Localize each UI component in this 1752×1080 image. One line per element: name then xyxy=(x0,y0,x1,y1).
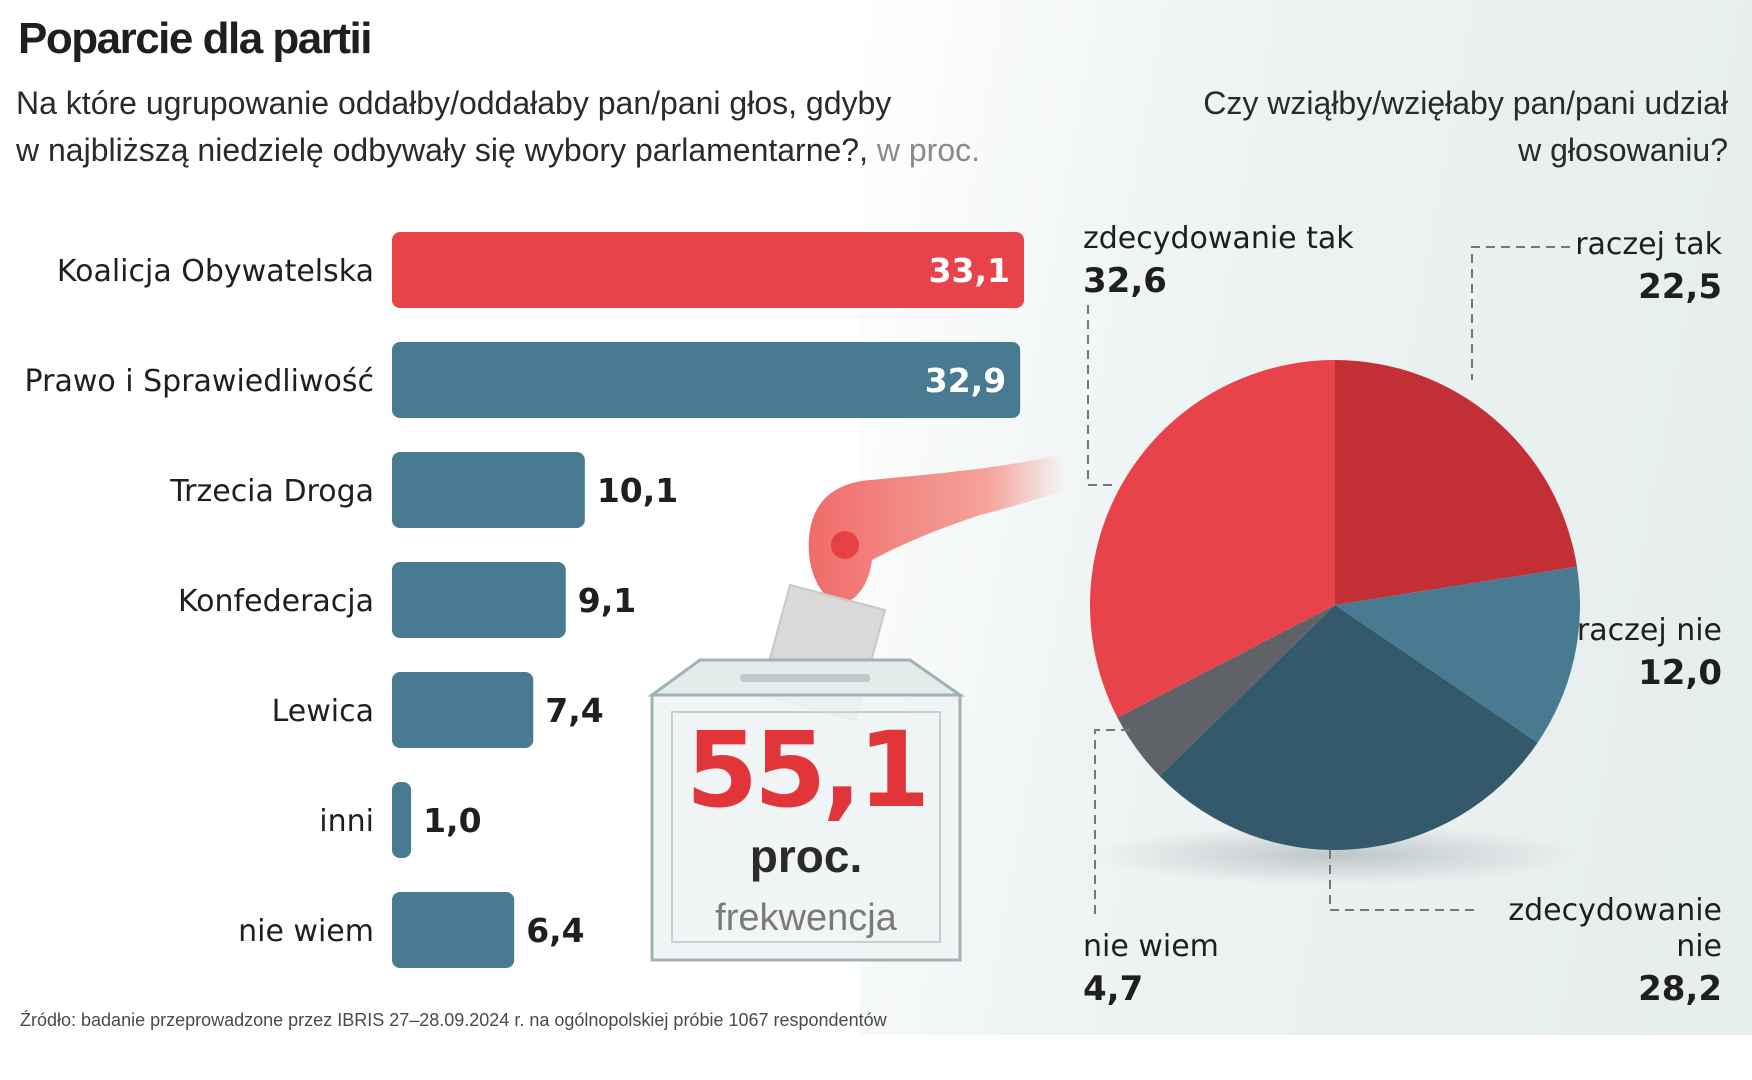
turnout-label: frekwencja xyxy=(715,897,897,939)
pie-slice-raczej-nie xyxy=(1335,566,1580,743)
category-label-trzecia-droga: Trzecia Droga xyxy=(169,474,374,509)
value-label-prawo-i-sprawiedliwosc: 32,9 xyxy=(925,361,1006,400)
bar-inni xyxy=(392,782,412,858)
hand-shape xyxy=(808,455,1065,603)
category-label-koalicja-obywatelska: Koalicja Obywatelska xyxy=(57,254,374,289)
pie-chart-question: Czy wziąłby/wzięłaby pan/pani udział w g… xyxy=(1088,80,1728,174)
bar-konfederacja xyxy=(392,562,566,638)
pie-label-raczej-tak: raczej tak xyxy=(1575,227,1722,262)
unit-label: w proc. xyxy=(876,132,981,168)
question-line-1: Na które ugrupowanie oddałby/oddałaby pa… xyxy=(16,85,892,121)
pie-label-zdecydowanie-tak: zdecydowanie tak xyxy=(1083,221,1354,256)
bar-chart: Koalicja Obywatelska 33,1 Prawo i Sprawied… xyxy=(25,232,1024,968)
leader-nie-wiem xyxy=(1094,729,1130,920)
pie-value-zdecydowanie-nie: 28,2 xyxy=(1638,969,1722,1009)
question-line-2: w najbliższą niedzielę odbywały się wybo… xyxy=(16,127,1016,174)
bar-koalicja-obywatelska xyxy=(392,232,1024,308)
pie-value-raczej-tak: 22,5 xyxy=(1638,267,1722,307)
category-label-konfederacja: Konfederacja xyxy=(178,584,374,619)
pie-slice-raczej-tak xyxy=(1335,360,1577,605)
question-line-2-text: w najbliższą niedzielę odbywały się wybo… xyxy=(16,132,868,168)
pie-question-line-1: Czy wziąłby/wzięłaby pan/pani udział xyxy=(1203,85,1728,121)
ballot-box-slot xyxy=(740,674,870,682)
category-label-prawo-i-sprawiedliwosc: Prawo i Sprawiedliwość xyxy=(25,364,374,399)
pie-shadow xyxy=(1095,825,1575,885)
value-label-inni: 1,0 xyxy=(423,801,481,840)
pie-question-line-2: w głosowaniu? xyxy=(1518,132,1728,168)
ballot-box-front xyxy=(650,693,962,962)
pie-value-raczej-nie: 12,0 xyxy=(1638,653,1722,693)
source-footnote: Źródło: badanie przeprowadzone przez IBR… xyxy=(20,1010,887,1030)
pie-chart xyxy=(1090,359,1580,850)
value-label-lewica: 7,4 xyxy=(545,691,603,730)
turnout-value: 55,1 xyxy=(686,709,927,831)
category-label-lewica: Lewica xyxy=(272,694,374,729)
value-label-trzecia-droga: 10,1 xyxy=(597,471,678,510)
pie-label-raczej-nie: raczej nie xyxy=(1577,613,1722,648)
category-label-inni: inni xyxy=(319,804,374,839)
category-label-nie-wiem: nie wiem xyxy=(238,914,374,949)
pie-value-zdecydowanie-tak: 32,6 xyxy=(1083,261,1167,301)
leader-zdecydowanie-nie xyxy=(1329,850,1480,911)
leader-raczej-tak xyxy=(1471,246,1570,380)
pie-slice-nie-wiem xyxy=(1117,605,1335,777)
bar-chart-question: Na które ugrupowanie oddałby/oddałaby pa… xyxy=(16,80,1016,174)
value-label-nie-wiem: 6,4 xyxy=(526,911,584,950)
value-label-konfederacja: 9,1 xyxy=(578,581,636,620)
bar-prawo-i-sprawiedliwosc xyxy=(392,342,1021,418)
finger-tip xyxy=(831,531,859,559)
pie-slice-zdecydowanie-nie xyxy=(1159,605,1538,850)
pie-label-nie-wiem: nie wiem xyxy=(1083,929,1219,964)
bar-trzecia-droga xyxy=(392,452,585,528)
pie-slice-zdecydowanie-tak xyxy=(1090,359,1335,718)
bar-nie-wiem xyxy=(392,892,515,968)
pie-label-zdecydowanie-nie-line1: zdecydowanie xyxy=(1508,893,1722,928)
leader-zdecydowanie-tak xyxy=(1087,305,1115,486)
pie-value-nie-wiem: 4,7 xyxy=(1083,969,1143,1009)
pie-label-zdecydowanie-nie-line2: nie xyxy=(1676,929,1722,964)
chart-title: Poparcie dla partii xyxy=(18,14,372,63)
bar-lewica xyxy=(392,672,534,748)
turnout-unit: proc. xyxy=(750,830,862,882)
ballot-box-inner-frame xyxy=(671,711,941,943)
ballot-box-illustration: 55,1 proc. frekwencja xyxy=(647,658,965,962)
value-label-koalicja-obywatelska: 33,1 xyxy=(929,251,1010,290)
